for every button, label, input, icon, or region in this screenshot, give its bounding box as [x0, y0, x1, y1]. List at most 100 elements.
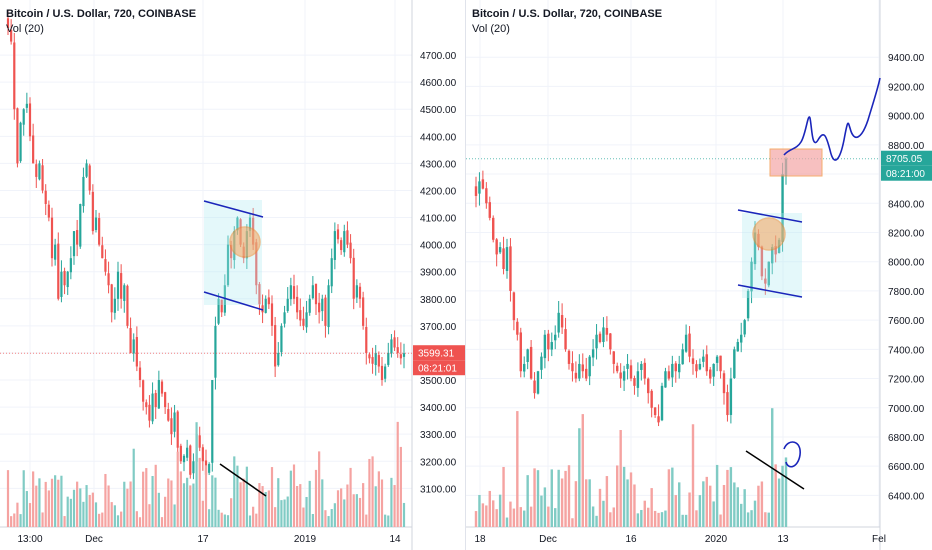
- volume-bar: [85, 485, 88, 527]
- volume-bar: [622, 466, 626, 527]
- volume-bar: [557, 469, 560, 527]
- volume-bar: [179, 471, 182, 527]
- volume-bar: [226, 515, 230, 527]
- volume-trend-line: [745, 450, 805, 490]
- candle-body: [182, 455, 186, 463]
- volume-bar: [164, 496, 167, 527]
- volume-bar: [343, 499, 346, 527]
- candle-body: [402, 353, 406, 357]
- candle-body: [733, 349, 736, 378]
- highlight-circle-marker: [752, 217, 786, 251]
- candle-body: [492, 217, 495, 240]
- volume-bar: [327, 516, 330, 527]
- volume-bar: [264, 491, 267, 527]
- chart-panel-left[interactable]: 3100.003200.003300.003400.003500.003600.…: [0, 0, 466, 550]
- target-zone-box: [769, 148, 823, 177]
- candle-body: [230, 244, 233, 259]
- volume-bar: [220, 512, 223, 527]
- volume-bar: [729, 467, 733, 527]
- candle-body: [129, 328, 132, 353]
- volume-bar: [529, 506, 533, 527]
- candle-body: [736, 342, 739, 352]
- volume-bar: [629, 472, 633, 527]
- candle-body: [157, 380, 160, 409]
- volume-bar: [22, 470, 25, 527]
- candle-body: [396, 347, 399, 353]
- volume-bar: [643, 500, 646, 527]
- candle-body: [28, 103, 32, 137]
- chart-left-canvas[interactable]: 3100.003200.003300.003400.003500.003600.…: [0, 0, 466, 550]
- y-tick-label: 7400.00: [888, 345, 925, 356]
- candle-body: [358, 286, 362, 299]
- y-tick-label: 3400.00: [420, 403, 457, 414]
- y-tick-label: 4000.00: [420, 241, 457, 252]
- volume-bar: [217, 509, 220, 527]
- candle-body: [164, 392, 167, 408]
- volume-bar: [743, 489, 746, 527]
- chart-panel-right[interactable]: 6400.00 6600.00 6800.00 7000.00 7200.00 7400.…: [466, 0, 932, 550]
- candle-body: [10, 29, 13, 42]
- volume-bar: [98, 513, 101, 527]
- volume-bar: [380, 479, 384, 527]
- candle-body: [574, 372, 578, 379]
- candle-body: [113, 298, 116, 313]
- candle-body: [512, 292, 516, 321]
- y-tick-label: 7200.00: [888, 375, 925, 386]
- candle-body: [543, 334, 547, 359]
- candle-body: [671, 363, 674, 378]
- candle-body: [554, 334, 557, 341]
- volume-bar: [302, 507, 305, 527]
- volume-bar: [340, 488, 343, 527]
- candle-body: [384, 366, 387, 379]
- volume-bar: [176, 451, 179, 527]
- x-tick-label: 2019: [294, 534, 317, 545]
- volume-bar: [135, 511, 138, 527]
- candle-body: [719, 355, 722, 372]
- volume-bar: [145, 468, 148, 527]
- volume-bar: [581, 414, 584, 527]
- volume-bar: [481, 503, 485, 527]
- volume-bar: [274, 507, 277, 527]
- volume-bar: [605, 476, 609, 527]
- volume-bar: [365, 514, 368, 527]
- candle-body: [327, 285, 330, 328]
- candle-body: [302, 318, 305, 326]
- volume-bar: [640, 509, 643, 527]
- candle-body: [564, 329, 567, 350]
- candle-body: [60, 271, 63, 297]
- volume-bar: [488, 490, 491, 527]
- time-tag: 08:21:01: [418, 364, 457, 375]
- candle-body: [248, 217, 252, 231]
- candle-body: [179, 445, 182, 462]
- volume-bar: [311, 514, 314, 527]
- candle-body: [533, 380, 536, 394]
- volume-bar: [523, 510, 526, 527]
- volume-bar: [722, 485, 726, 527]
- candle-body: [609, 333, 612, 350]
- candle-body: [261, 305, 264, 313]
- panel-divider[interactable]: [465, 0, 466, 550]
- volume-bar: [330, 509, 333, 527]
- chart-title: Bitcoin / U.S. Dollar, 720, COINBASE: [6, 8, 197, 20]
- volume-bar: [781, 465, 784, 527]
- time-tag-box: [413, 360, 465, 376]
- candle-body: [330, 258, 333, 287]
- candle-body: [495, 239, 498, 255]
- volume-bar: [236, 465, 239, 527]
- volume-bar: [308, 480, 311, 527]
- y-tick-label: 7800.00: [888, 287, 925, 298]
- candle-body: [629, 365, 633, 379]
- candle-body: [781, 174, 784, 242]
- volume-bar: [110, 502, 113, 527]
- chart-right-canvas[interactable]: 6400.00 6600.00 6800.00 7000.00 7200.00 7400.…: [466, 0, 932, 550]
- volume-bar: [688, 492, 691, 527]
- volume-bar: [588, 479, 591, 527]
- candle-body: [526, 349, 529, 362]
- candle-body: [352, 257, 355, 299]
- volume-bar: [384, 514, 387, 527]
- candle-body: [684, 334, 688, 352]
- y-tick-label: 3500.00: [420, 376, 457, 387]
- volume-bar: [258, 483, 261, 527]
- volume-bar: [547, 506, 550, 527]
- y-tick-label: 9400.00: [888, 53, 925, 64]
